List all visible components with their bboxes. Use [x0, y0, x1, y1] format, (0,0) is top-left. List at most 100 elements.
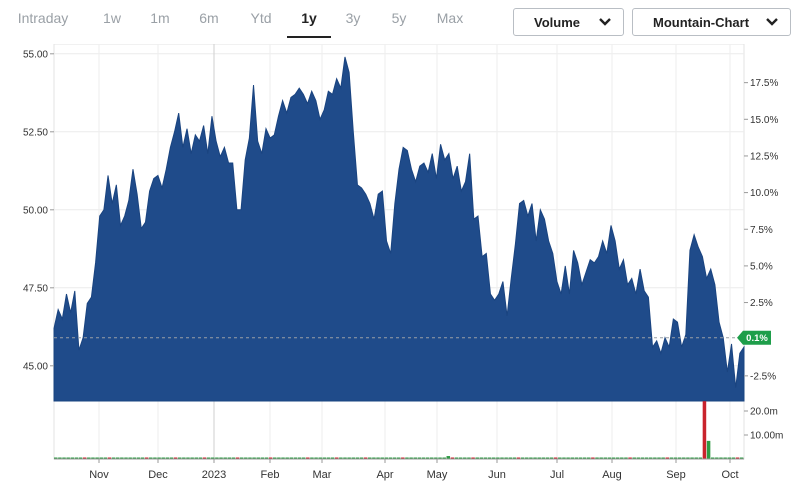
volume-bar — [504, 457, 508, 459]
volume-bar — [227, 457, 232, 459]
volume-bar — [566, 457, 570, 459]
volume-bar — [177, 457, 182, 459]
tab-6m[interactable]: 6m — [199, 10, 219, 26]
volume-bar — [368, 457, 372, 459]
x-axis-label: Nov — [89, 469, 109, 481]
tab-3y[interactable]: 3y — [345, 10, 361, 26]
volume-bar — [248, 457, 252, 459]
percent-tick-label: 2.5% — [750, 298, 773, 309]
volume-bar — [231, 457, 236, 459]
volume-dropdown[interactable]: Volume — [513, 8, 624, 36]
x-axis-label: Feb — [261, 469, 280, 481]
volume-bar — [500, 457, 504, 459]
volume-bar — [351, 457, 356, 459]
price-tick-label: 55.00 — [23, 49, 48, 60]
tab-max[interactable]: Max — [436, 10, 464, 26]
volume-bar — [343, 457, 347, 459]
volume-bar — [537, 457, 541, 459]
volume-bar — [516, 457, 521, 459]
price-chart[interactable]: 55.00 52.50 50.00 47.50 45.00 17.5% 15.0% 12.5%… — [0, 44, 800, 495]
volume-bar — [244, 457, 248, 459]
tab-intraday[interactable]: Intraday — [17, 10, 69, 26]
volume-bar — [330, 457, 335, 459]
volume-bar — [595, 457, 599, 459]
volume-bar — [686, 457, 690, 459]
volume-bar — [306, 457, 310, 459]
x-axis-label: Dec — [148, 469, 168, 481]
chart-type-dropdown[interactable]: Mountain-Chart — [632, 8, 791, 36]
volume-bar — [558, 457, 562, 459]
volume-bar — [318, 457, 322, 459]
volume-bar — [66, 457, 70, 459]
volume-bar — [653, 457, 657, 459]
volume-bar — [219, 457, 223, 459]
volume-bar — [553, 457, 558, 459]
volume-bar — [268, 457, 273, 459]
volume-bar — [235, 457, 240, 459]
volume-bar — [252, 457, 256, 459]
volume-bar — [496, 457, 500, 459]
volume-bar — [256, 457, 260, 459]
price-tick-label: 47.50 — [23, 283, 48, 294]
volume-bar — [648, 457, 653, 459]
volume-bar — [434, 457, 438, 459]
volume-bar — [260, 457, 265, 459]
volume-bar — [347, 457, 351, 459]
volume-bar — [487, 457, 492, 459]
volume-bar — [636, 457, 641, 459]
x-axis-label: Jul — [550, 469, 564, 481]
volume-bar — [182, 457, 186, 459]
volume-bar — [698, 457, 703, 459]
volume-bar — [144, 457, 149, 459]
volume-bar — [533, 457, 537, 459]
volume-bar — [198, 457, 203, 459]
tab-5y[interactable]: 5y — [391, 10, 407, 26]
volume-bar — [264, 457, 269, 459]
volume-bar — [719, 457, 723, 459]
volume-bar — [277, 457, 281, 459]
volume-bar — [446, 456, 451, 459]
volume-bar — [739, 457, 744, 459]
volume-bar — [132, 457, 137, 459]
volume-bar — [669, 457, 674, 459]
volume-bar — [301, 457, 306, 459]
tab-ytd[interactable]: Ytd — [250, 10, 272, 26]
volume-bar — [620, 457, 624, 459]
volume-bar — [512, 457, 517, 459]
x-axis-label: Mar — [313, 469, 332, 481]
chevron-down-icon — [599, 18, 611, 26]
volume-bar — [624, 457, 628, 459]
volume-bar — [107, 457, 112, 459]
volume-bar — [690, 457, 694, 459]
price-tick-label: 45.00 — [23, 361, 48, 372]
volume-bar — [401, 457, 405, 459]
volume-bar — [673, 457, 678, 459]
volume-bar — [396, 457, 401, 459]
current-change-marker: 0.1% — [737, 330, 771, 345]
volume-bar — [363, 457, 368, 459]
volume-bar — [285, 457, 289, 459]
volume-bar — [425, 457, 430, 459]
volume-bar — [136, 457, 141, 459]
tab-1w[interactable]: 1w — [103, 10, 121, 26]
volume-bar — [372, 457, 376, 459]
volume-bar — [570, 457, 574, 459]
volume-bar — [206, 457, 211, 459]
x-axis-label: May — [427, 469, 448, 481]
volume-bar — [413, 457, 417, 459]
price-tick-label: 52.50 — [23, 127, 48, 138]
volume-bar — [735, 457, 740, 459]
volume-bar — [128, 457, 132, 459]
percent-tick-label: 5.0% — [750, 261, 773, 272]
tab-1y[interactable]: 1y — [287, 0, 331, 38]
volume-bar — [297, 457, 302, 459]
timeframe-tabs: Intraday 1w 1m 6m Ytd 1y 3y 5y Max — [0, 0, 500, 40]
tab-1m[interactable]: 1m — [150, 10, 170, 26]
volume-bar — [450, 457, 455, 459]
volume-bar — [58, 457, 62, 459]
x-axis-label: Aug — [602, 469, 622, 481]
volume-bar — [586, 457, 591, 459]
volume-bar — [603, 457, 608, 459]
volume-bar — [417, 457, 422, 459]
volume-bar — [293, 457, 298, 459]
